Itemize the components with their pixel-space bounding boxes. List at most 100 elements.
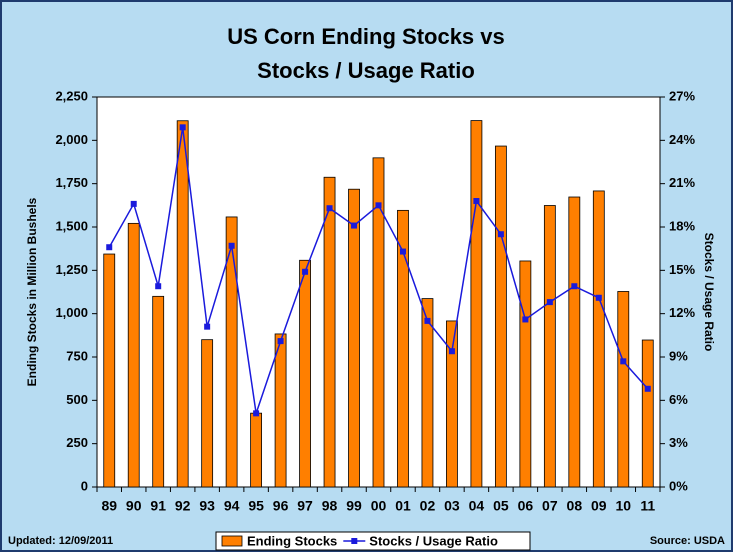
marker [130, 200, 137, 207]
marker [522, 316, 529, 323]
annotation: Updated: 12/09/2011 [8, 535, 113, 547]
x-tick-label: 03 [444, 498, 460, 514]
marker [204, 323, 211, 330]
y2-tick-label: 27% [669, 88, 695, 103]
x-tick-label: 10 [615, 498, 631, 514]
marker [228, 242, 235, 249]
x-tick-label: 07 [542, 498, 558, 514]
legend-label: Stocks / Usage Ratio [369, 533, 498, 548]
marker [473, 198, 480, 204]
y-tick-label: 2,250 [55, 88, 88, 103]
bar [568, 196, 581, 488]
x-tick-label: 00 [371, 498, 387, 514]
bar [543, 205, 556, 488]
bar [152, 295, 165, 488]
x-tick-label: 91 [150, 498, 166, 514]
y2-axis-label: Stocks / Usage Ratio [702, 233, 716, 352]
bar [250, 412, 263, 488]
bar [299, 259, 311, 488]
x-tick-label: 04 [469, 498, 485, 514]
x-tick-label: 96 [273, 498, 289, 514]
y-tick-label: 500 [66, 392, 88, 407]
bar [201, 339, 214, 488]
x-tick-label: 01 [395, 498, 411, 514]
x-tick-label: 94 [224, 498, 240, 514]
chart-title: Stocks / Usage Ratio [257, 58, 475, 83]
bar [348, 188, 360, 488]
y2-tick-label: 18% [669, 218, 695, 233]
bar [397, 209, 409, 488]
y2-tick-label: 15% [669, 262, 695, 277]
y-axis-label: Ending Stocks in Million Bushels [25, 197, 39, 386]
y-tick-label: 1,750 [55, 175, 88, 190]
x-tick-label: 92 [175, 498, 191, 514]
marker [448, 348, 455, 355]
x-tick-label: 06 [518, 498, 534, 514]
y-tick-label: 1,250 [55, 262, 88, 277]
y2-tick-label: 21% [669, 175, 695, 190]
bar [494, 145, 507, 488]
marker [546, 299, 553, 306]
annotation: Source: USDA [650, 535, 725, 547]
marker [497, 231, 504, 238]
marker [277, 338, 284, 345]
y2-tick-label: 6% [669, 392, 688, 407]
marker [106, 244, 113, 251]
y2-tick-label: 9% [669, 348, 688, 363]
y2-tick-label: 3% [669, 435, 688, 450]
bar [421, 298, 434, 488]
bar [274, 333, 287, 488]
bar [519, 260, 532, 488]
x-tick-label: 99 [346, 498, 362, 514]
bar [641, 339, 654, 488]
marker [571, 283, 578, 290]
legend [215, 531, 531, 551]
bar [127, 222, 140, 488]
y2-tick-label: 12% [669, 305, 695, 320]
chart-title: US Corn Ending Stocks vs [227, 24, 505, 49]
y-tick-label: 1,000 [55, 305, 88, 320]
bar [323, 176, 336, 488]
legend-swatch [221, 535, 243, 547]
bar [617, 291, 630, 488]
x-tick-label: 98 [322, 498, 338, 514]
x-tick-label: 89 [101, 498, 117, 514]
y2-tick-label: 0% [669, 478, 688, 493]
x-tick-label: 08 [567, 498, 583, 514]
marker [351, 222, 358, 229]
marker [326, 205, 333, 212]
marker [375, 202, 382, 209]
x-tick-label: 95 [248, 498, 264, 514]
x-tick-label: 02 [420, 498, 436, 514]
bar [225, 216, 238, 488]
bar [470, 120, 483, 488]
marker [595, 294, 602, 301]
marker [620, 358, 627, 365]
marker [253, 410, 260, 417]
x-tick-label: 09 [591, 498, 607, 514]
x-tick-label: 11 [640, 498, 655, 514]
y-tick-label: 2,000 [55, 132, 88, 147]
marker [644, 385, 651, 392]
bar [592, 190, 605, 488]
legend-swatch [351, 538, 358, 544]
x-tick-label: 05 [493, 498, 509, 514]
x-tick-label: 97 [297, 498, 313, 514]
x-tick-label: 90 [126, 498, 142, 514]
x-tick-label: 93 [199, 498, 215, 514]
y2-tick-label: 24% [669, 132, 695, 147]
marker [424, 317, 431, 324]
y-tick-label: 0 [81, 478, 88, 493]
bar [446, 320, 458, 488]
bar [176, 120, 189, 488]
y-tick-label: 750 [66, 348, 88, 363]
legend-label: Ending Stocks [247, 533, 337, 548]
marker [302, 268, 309, 275]
marker [179, 124, 186, 131]
marker [155, 283, 162, 290]
bar [103, 253, 116, 488]
y-tick-label: 1,500 [55, 218, 88, 233]
y-tick-label: 250 [66, 435, 88, 450]
marker [399, 248, 406, 255]
